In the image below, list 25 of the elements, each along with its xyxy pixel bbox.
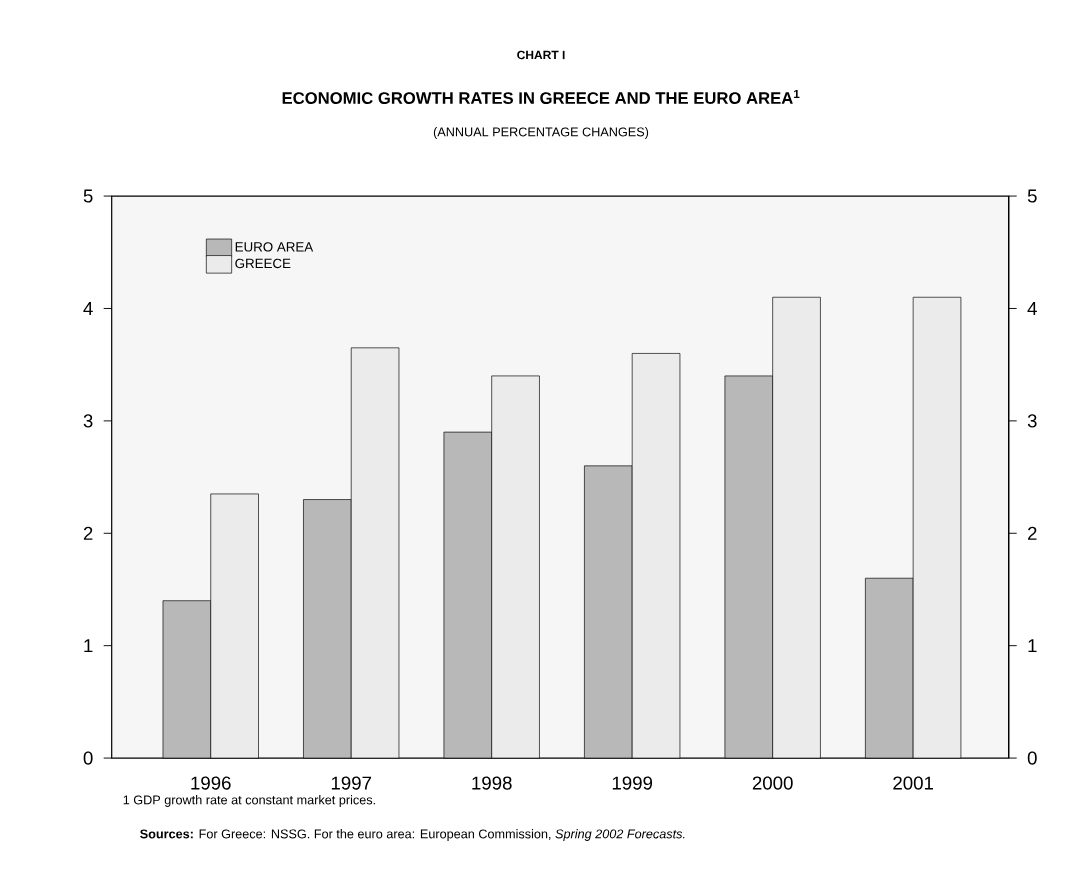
x-tick-label: 1997: [331, 776, 372, 790]
legend-label: EURO AREA: [235, 242, 314, 252]
x-tick-label: 1999: [612, 776, 653, 790]
x-tick-label: 1998: [472, 776, 512, 790]
x-tick-label: 1996: [191, 776, 231, 790]
text: CHART I: [517, 50, 565, 60]
y-tick-label: 2: [83, 526, 93, 540]
y2-tick-label: 4: [1027, 302, 1037, 315]
y2-tick-label: 3: [1027, 414, 1037, 428]
chart-title: ECONOMIC GROWTH RATES IN GREECE AND THE EURO AREA$^{1}$: [282, 89, 800, 104]
text: Sources: For Greece: NSSG. For the euro area: European Commission, Spring 2002 Forecasts.: [140, 829, 685, 841]
x-tick-label: 2000: [752, 776, 793, 790]
y2-tick-label: 2: [1028, 526, 1037, 540]
text: 1 GDP growth rate at constant market prices.: [123, 795, 375, 807]
chart-subtitle: (ANNUAL PERCENTAGE CHANGES): [433, 127, 649, 139]
y-tick-label: 4: [83, 302, 93, 315]
y-tick-label: 3: [83, 414, 93, 428]
y2-tick-label: 5: [1027, 189, 1037, 203]
y-tick-label: 5: [83, 189, 93, 203]
legend-label: GREECE: [235, 258, 291, 269]
y-tick-label: 0: [83, 751, 93, 765]
y-tick-label: 1: [84, 639, 93, 653]
y2-tick-label: 1: [1028, 639, 1037, 653]
x-tick-label: 2001: [893, 776, 933, 790]
y2-tick-label: 0: [1027, 751, 1037, 765]
